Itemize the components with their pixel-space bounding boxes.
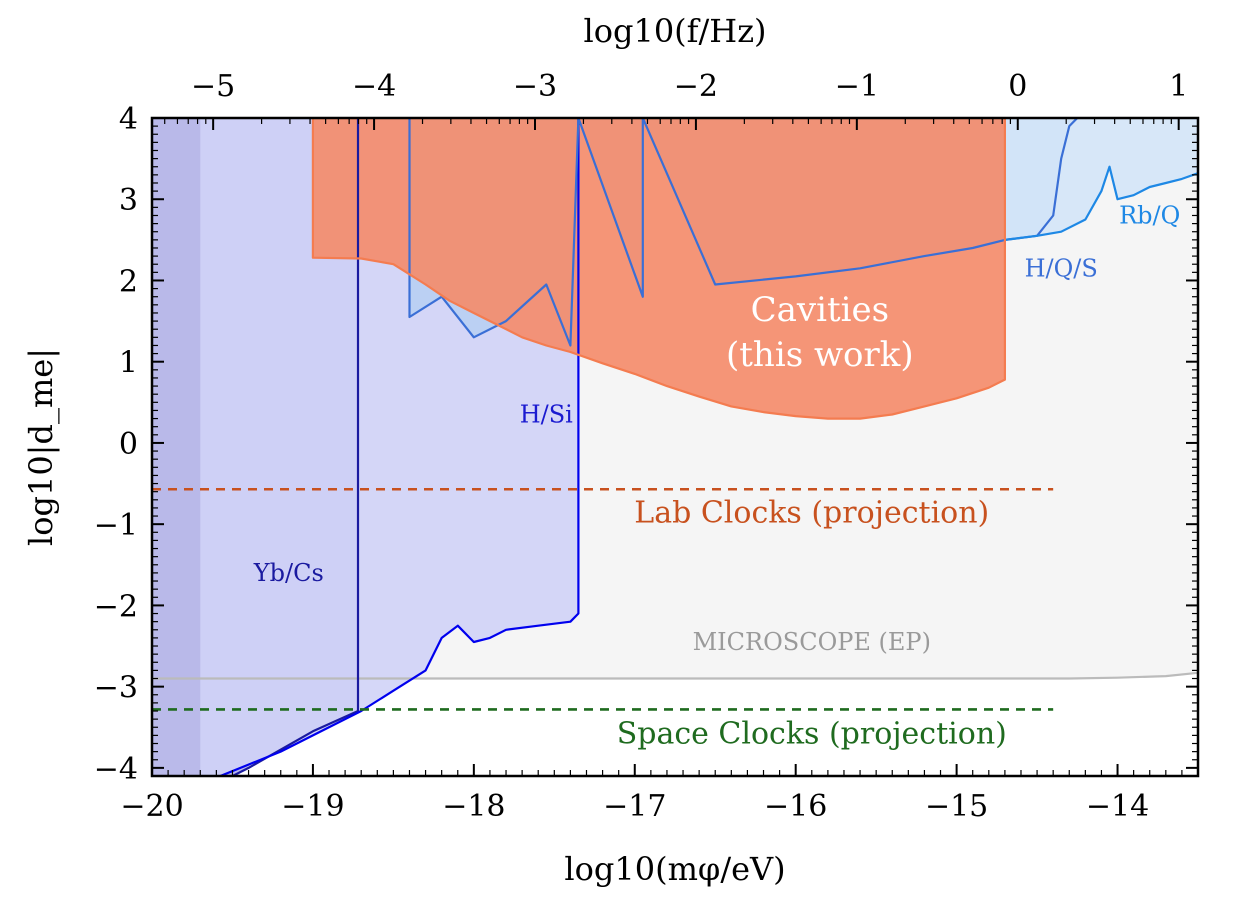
yb-cs-boundary [230, 118, 360, 776]
annotation-h-si: H/Si [520, 401, 573, 429]
rb-q-boundary [1004, 165, 1198, 241]
y-tick-label: −4 [94, 752, 138, 787]
lines-layer [152, 118, 1198, 776]
y-tick-label: −2 [94, 589, 138, 624]
x-tick-label: −17 [603, 789, 666, 824]
plot-frame [150, 116, 1200, 778]
x2-tick-label: −2 [674, 69, 718, 104]
x2-tick-label: −4 [352, 69, 396, 104]
annotation-lab-clocks-projection: Lab Clocks (projection) [634, 496, 989, 531]
microscope-ep-boundary [152, 671, 1198, 680]
x2-tick-label: −5 [191, 69, 235, 104]
x2-tick-label: 1 [1169, 69, 1188, 104]
annotation-microscope-ep: MICROSCOPE (EP) [693, 628, 931, 656]
fills-layer [152, 118, 1198, 776]
x2-axis-title: log10(f/Hz) [583, 12, 766, 50]
y-tick-label: 0 [119, 427, 138, 462]
x2-tick-label: −1 [835, 69, 879, 104]
y-tick-label: −1 [94, 508, 138, 543]
h-q-s-boundary [408, 118, 1079, 347]
h-si-boundary [217, 118, 580, 776]
cavities-this-work-boundary [311, 118, 1007, 420]
y-tick-label: 3 [119, 183, 138, 218]
x-tick-label: −18 [442, 789, 505, 824]
x-tick-label: −20 [120, 789, 183, 824]
annotations-layer: Cavities (this work) H/Si Yb/Cs H/Q/S Rb/Q MIC… [253, 202, 1181, 752]
annotation-space-clocks-projection: Space Clocks (projection) [617, 717, 1007, 752]
y-axis-title: log10|d_me| [22, 348, 60, 546]
x-tick-label: −15 [925, 789, 988, 824]
annotation-h-q-s: H/Q/S [1025, 254, 1098, 282]
annotation-this-work: (this work) [726, 335, 914, 375]
x-tick-label: −19 [281, 789, 344, 824]
x-tick-label: −16 [764, 789, 827, 824]
y-tick-label: 4 [119, 102, 138, 137]
annotation-cavities: Cavities [751, 290, 889, 330]
x-axis-title: log10(mφ/eV) [564, 850, 785, 888]
y-tick-label: −3 [94, 671, 138, 706]
x2-tick-label: −3 [513, 69, 557, 104]
cavities-this-work-region [312, 118, 1005, 419]
annotation-rb-q: Rb/Q [1119, 202, 1180, 230]
x2-tick-label: 0 [1008, 69, 1027, 104]
y-tick-label: 1 [119, 346, 138, 381]
x-tick-label: −14 [1086, 789, 1149, 824]
y-tick-label: 2 [119, 264, 138, 299]
annotation-yb-cs: Yb/Cs [253, 559, 324, 587]
